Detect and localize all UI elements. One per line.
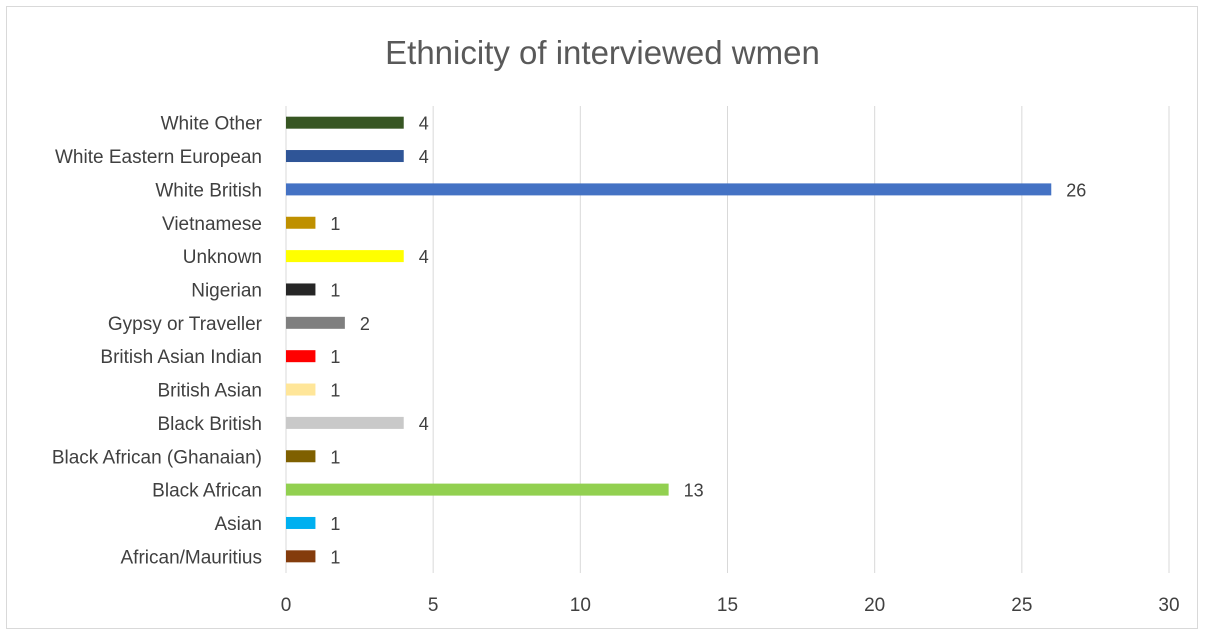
bar — [286, 316, 345, 329]
bar — [286, 216, 316, 229]
x-tick-label: 5 — [428, 595, 439, 616]
category-label: Vietnamese — [162, 214, 262, 235]
bar — [286, 450, 316, 463]
category-label: Nigerian — [191, 280, 262, 301]
data-label: 1 — [330, 280, 340, 300]
chart-title: Ethnicity of interviewed wmen — [385, 34, 820, 71]
bar — [286, 516, 316, 529]
bar — [286, 150, 404, 163]
data-label: 1 — [330, 447, 340, 467]
bar — [286, 250, 404, 263]
bar — [286, 183, 1052, 196]
data-label: 1 — [330, 347, 340, 367]
data-label: 2 — [360, 314, 370, 334]
bar — [286, 416, 404, 429]
category-label: White Other — [161, 114, 263, 135]
data-label: 4 — [419, 114, 429, 134]
chart-frame — [6, 6, 1198, 629]
x-tick-label: 15 — [717, 595, 738, 616]
data-label: 4 — [419, 247, 429, 267]
data-label: 1 — [330, 214, 340, 234]
category-label: Unknown — [183, 247, 262, 268]
category-label: Gypsy or Traveller — [108, 314, 263, 335]
category-label: Asian — [214, 514, 262, 535]
bar — [286, 550, 316, 563]
category-label: British Asian — [157, 381, 262, 402]
x-tick-label: 30 — [1158, 595, 1179, 616]
bar — [286, 350, 316, 363]
bar — [286, 383, 316, 396]
data-label: 4 — [419, 414, 429, 434]
x-tick-label: 25 — [1011, 595, 1032, 616]
bar — [286, 116, 404, 129]
category-label: British Asian Indian — [100, 347, 262, 368]
x-tick-label: 10 — [570, 595, 591, 616]
data-label: 1 — [330, 547, 340, 567]
bar — [286, 283, 316, 296]
category-label: Black British — [157, 414, 262, 435]
bar — [286, 483, 669, 496]
data-label: 1 — [330, 514, 340, 534]
data-label: 4 — [419, 147, 429, 167]
x-tick-label: 20 — [864, 595, 885, 616]
category-label: White British — [155, 180, 262, 201]
category-label: White Eastern European — [55, 147, 262, 168]
x-tick-label: 0 — [281, 595, 292, 616]
category-label: Black African (Ghanaian) — [52, 447, 262, 468]
data-label: 1 — [330, 381, 340, 401]
data-label: 13 — [684, 481, 704, 501]
category-label: African/Mauritius — [121, 547, 263, 568]
category-label: Black African — [152, 481, 262, 502]
data-label: 26 — [1066, 180, 1086, 200]
